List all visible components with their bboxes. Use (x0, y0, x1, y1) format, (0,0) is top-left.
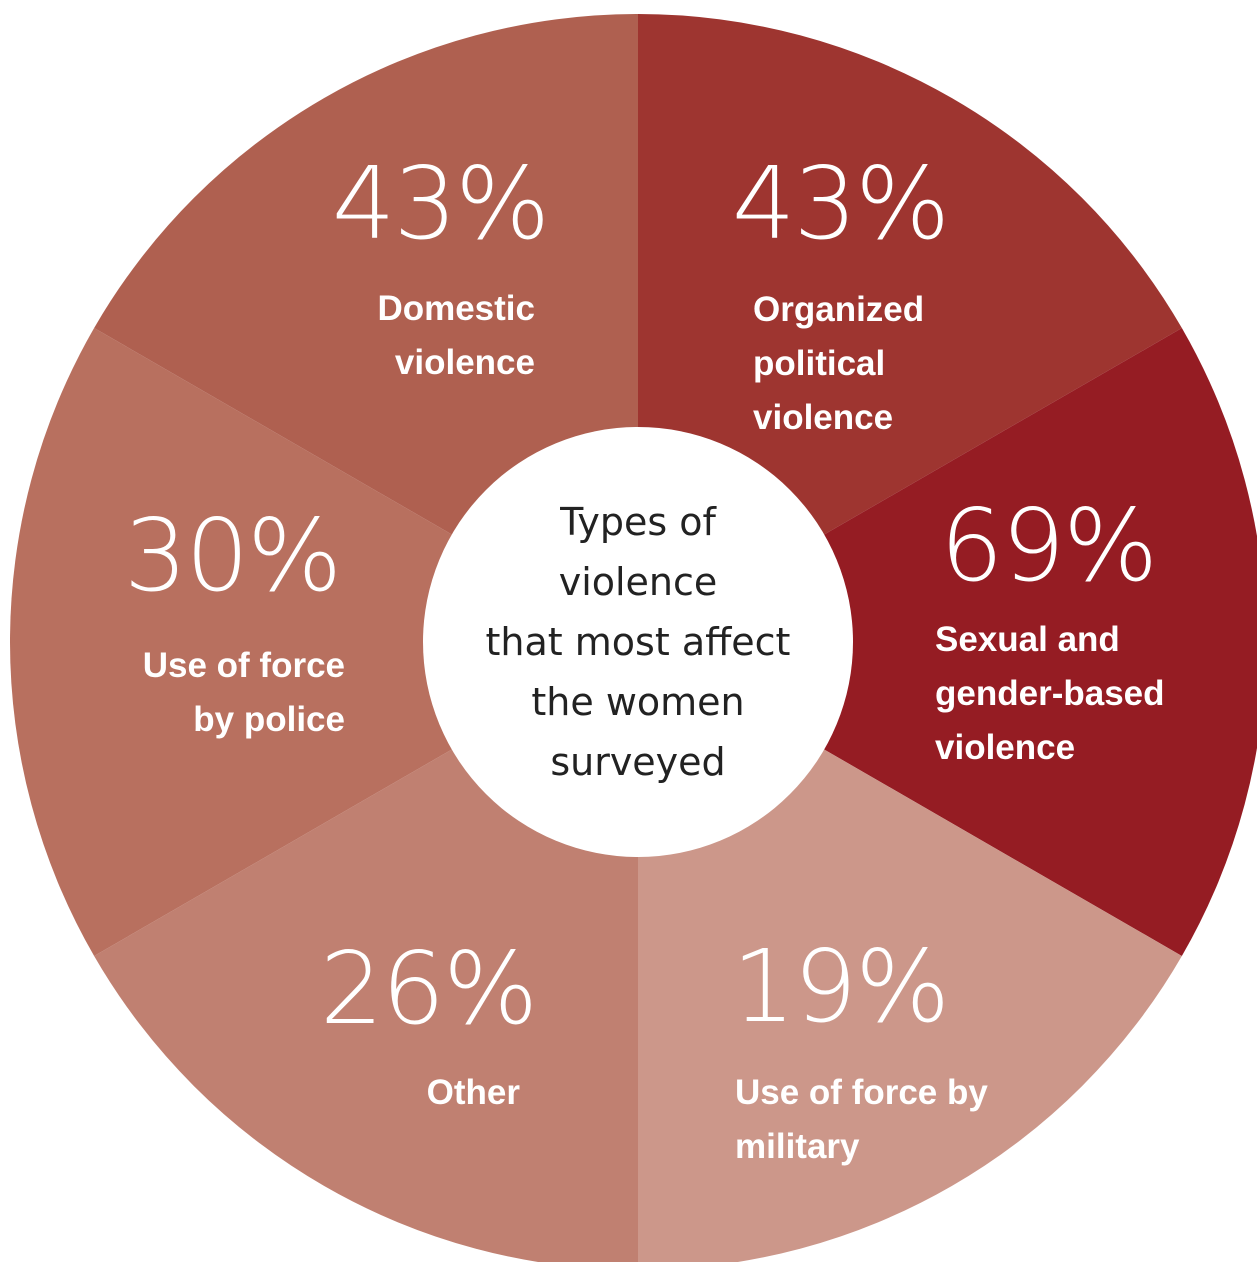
slice-value-label: 43% (332, 145, 548, 262)
slice-value-label: 19% (732, 928, 948, 1045)
slice-value-label: 69% (940, 487, 1156, 604)
pie-slice (638, 328, 1257, 956)
slice-category-label: violence (753, 398, 893, 437)
pie-slice (9, 328, 638, 956)
slice-category-label: Organized (753, 290, 924, 329)
center-label-line: surveyed (550, 740, 725, 784)
slice-category-label: Sexual and (935, 620, 1120, 659)
slice-category-label: Use of force by (735, 1073, 988, 1112)
slice-category-label: by police (193, 700, 345, 739)
slice-value-label: 43% (732, 145, 948, 262)
slice-category-label: violence (395, 343, 535, 382)
slice-category-label: political (753, 344, 885, 383)
slice-category-label: Other (427, 1073, 521, 1112)
center-label-line: violence (559, 560, 718, 604)
pie-labels: 43% Organized political violence 69% Sexual a… (124, 145, 1165, 1166)
center-label-line: Types of (559, 500, 717, 544)
slice-category-label: violence (935, 728, 1075, 767)
center-label-line: the women (531, 680, 744, 724)
slice-category-label: Use of force (143, 646, 345, 685)
slice-category-label: Domestic (377, 289, 535, 328)
center-hole (423, 427, 853, 857)
center-label-line: that most affect (486, 620, 791, 664)
slice-category-label: gender-based (935, 674, 1165, 713)
slice-category-label: military (735, 1127, 860, 1166)
center-label: Types of violence that most affect the wome… (486, 500, 791, 784)
slice-value-label: 26% (320, 930, 536, 1047)
slice-value-label: 30% (124, 497, 340, 614)
